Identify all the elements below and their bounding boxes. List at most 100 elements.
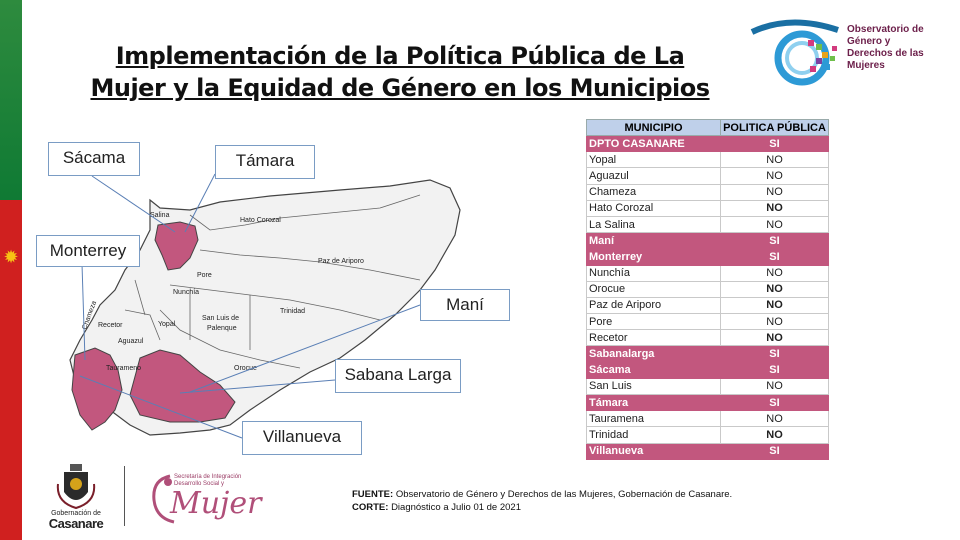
table-row: Sabanalarga SI: [586, 345, 829, 363]
map-label-orocue: Orocue: [234, 365, 257, 372]
map-label-pore: Pore: [197, 272, 212, 279]
municipio-cell: Trinidad: [586, 426, 721, 444]
header-municipio: MUNICIPIO: [586, 119, 721, 136]
table-row: Tauramena NO: [586, 410, 829, 428]
politica-cell: SI: [720, 361, 829, 379]
page-title: Implementación de la Política Pública de…: [80, 40, 720, 104]
municipio-cell: Maní: [586, 232, 721, 250]
politica-cell: NO: [720, 410, 829, 428]
politica-cell: SI: [720, 232, 829, 250]
politica-cell: SI: [720, 134, 829, 153]
corte-text: Diagnóstico a Julio 01 de 2021: [391, 502, 521, 513]
callout-sabana-larga: Sabana Larga: [335, 359, 461, 393]
table-row: Pore NO: [586, 313, 829, 331]
municipio-cell: Villanueva: [586, 442, 721, 460]
observatorio-logo: Observatorio de Género y Derechos de las…: [750, 18, 950, 88]
politica-cell: NO: [720, 377, 829, 396]
callout-monterrey: Monterrey: [36, 235, 140, 267]
table-row: Yopal NO: [586, 151, 829, 169]
politica-cell: SI: [720, 345, 829, 363]
municipio-cell: San Luis: [586, 377, 721, 396]
table-row: San Luis NO: [586, 377, 829, 396]
municipio-cell: Chameza: [586, 183, 721, 201]
table-row: Chameza NO: [586, 183, 829, 201]
municipio-cell: DPTO CASANARE: [586, 134, 721, 153]
logo-line-3: Derechos de las: [847, 48, 924, 59]
flag-red-stripe: [0, 200, 22, 540]
municipio-cell: Támara: [586, 393, 721, 412]
callout-sacama: Sácama: [48, 142, 140, 176]
politica-cell: NO: [720, 426, 829, 444]
table-body: DPTO CASANARE SI Yopal NO Aguazul NO Chameza NO…: [586, 134, 829, 460]
table-row: Maní SI: [586, 232, 829, 250]
logo-line-2: Género y: [847, 36, 891, 47]
politica-cell: NO: [720, 151, 829, 169]
table-row: Aguazul NO: [586, 167, 829, 185]
politica-publica-table: MUNICIPIO POLITICA PÚBLICA DPTO CASANARE…: [586, 119, 829, 460]
table-row: Nunchía NO: [586, 264, 829, 282]
map-label-san-luis-1: San Luis de: [202, 315, 239, 322]
municipio-cell: Paz de Ariporo: [586, 296, 721, 315]
gobernacion-logo: Gobernación de Casanare: [36, 460, 116, 532]
municipio-cell: Orocue: [586, 280, 721, 298]
municipio-cell: Monterrey: [586, 248, 721, 266]
table-row: Sácama SI: [586, 361, 829, 379]
fuente-label: FUENTE:: [352, 489, 394, 500]
table-row: Monterrey SI: [586, 248, 829, 266]
municipio-cell: La Salina: [586, 215, 721, 234]
municipio-cell: Pore: [586, 313, 721, 331]
municipio-cell: Sabanalarga: [586, 345, 721, 363]
gob-line-2: Casanare: [48, 516, 104, 531]
municipio-cell: Hato Corozal: [586, 199, 721, 217]
callout-tamara: Támara: [215, 145, 315, 179]
municipio-cell: Tauramena: [586, 410, 721, 428]
politica-cell: SI: [720, 248, 829, 266]
table-row: Orocue NO: [586, 280, 829, 298]
flag-green-stripe: [0, 0, 22, 200]
politica-cell: NO: [720, 329, 829, 347]
table-row: Támara SI: [586, 393, 829, 412]
table-row: DPTO CASANARE SI: [586, 134, 829, 153]
gob-line-1: Gobernación de: [51, 510, 101, 517]
mujer-big: Mujer: [170, 486, 262, 521]
mujer-figure-icon: [152, 474, 175, 524]
table-row: Paz de Ariporo NO: [586, 296, 829, 315]
map-label-paz-de-ariporo: Paz de Ariporo: [318, 258, 364, 265]
table-row: Hato Corozal NO: [586, 199, 829, 217]
map-label-nunchia: Nunchía: [173, 289, 199, 296]
map-label-aguazul: Aguazul: [118, 338, 144, 345]
sun-icon: ✹: [3, 247, 19, 267]
logo-divider: [124, 466, 125, 526]
table-row: Villanueva SI: [586, 442, 829, 460]
footer-source: FUENTE: Observatorio de Género y Derecho…: [352, 488, 732, 514]
corte-label: CORTE:: [352, 502, 389, 513]
municipio-cell: Sácama: [586, 361, 721, 379]
header-politica: POLITICA PÚBLICA: [720, 119, 829, 136]
map-label-trinidad: Trinidad: [280, 308, 305, 315]
politica-cell: NO: [720, 313, 829, 331]
politica-cell: NO: [720, 199, 829, 217]
mujer-small-2: Desarrollo Social y: [174, 481, 225, 487]
map-label-salina: Salina: [150, 212, 170, 219]
politica-cell: NO: [720, 296, 829, 315]
politica-cell: NO: [720, 215, 829, 234]
politica-cell: NO: [720, 167, 829, 185]
politica-cell: NO: [720, 280, 829, 298]
municipio-cell: Yopal: [586, 151, 721, 169]
table-row: La Salina NO: [586, 215, 829, 234]
title-line-2: Mujer y la Equidad de Género en los Muni…: [90, 74, 710, 102]
table-row: Recetor NO: [586, 329, 829, 347]
map-label-yopal: Yopal: [158, 321, 176, 328]
politica-cell: NO: [720, 183, 829, 201]
logo-line-1: Observatorio de: [847, 24, 924, 35]
mujer-small-1: Secretaría de Integración: [174, 474, 242, 480]
map-label-tauramena: Taurameno: [106, 365, 141, 372]
table-row: Trinidad NO: [586, 426, 829, 444]
fuente-text: Observatorio de Género y Derechos de las…: [395, 489, 733, 500]
politica-cell: SI: [720, 442, 829, 460]
title-line-1: Implementación de la Política Pública de…: [115, 42, 685, 70]
municipio-cell: Recetor: [586, 329, 721, 347]
logo-line-4: Mujeres: [847, 60, 885, 71]
politica-cell: SI: [720, 393, 829, 412]
politica-cell: NO: [720, 264, 829, 282]
